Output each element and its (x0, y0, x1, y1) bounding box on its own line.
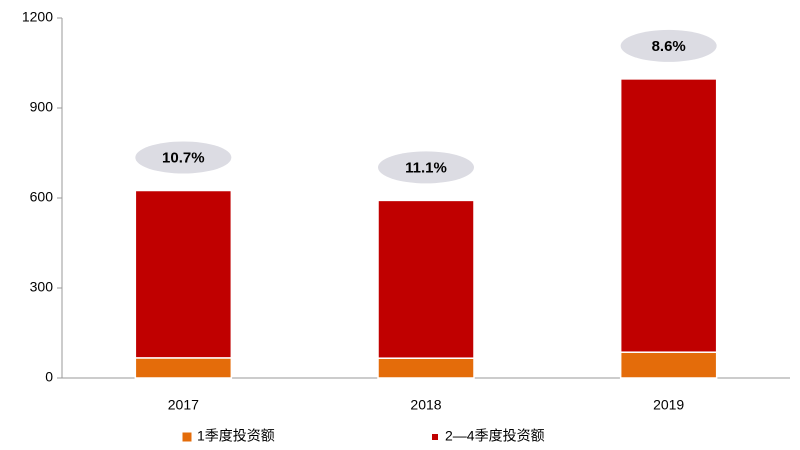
x-tick-label: 2019 (653, 397, 684, 413)
annotation: 11.1% (405, 159, 447, 176)
y-tick-label: 0 (45, 369, 53, 385)
bar-segment (377, 199, 475, 359)
bar-segment (619, 78, 718, 353)
bar-segment (134, 189, 233, 359)
annotation-bubble (135, 141, 232, 174)
annotation-bubble (620, 29, 717, 62)
y-tick-label: 1200 (22, 9, 53, 25)
x-tick-label: 2018 (410, 397, 441, 413)
legend-label: 2—4季度投资额 (445, 428, 545, 444)
bar-segment (134, 357, 233, 379)
x-tick-label: 2017 (168, 397, 199, 413)
y-tick-label: 900 (30, 99, 54, 115)
bar-segment (377, 357, 475, 379)
annotation: 8.6% (652, 38, 686, 55)
legend-label: 1季度投资额 (197, 428, 275, 444)
annotation-bubble (378, 151, 474, 184)
y-tick-label: 300 (30, 279, 54, 295)
legend-swatch (182, 432, 192, 442)
y-tick-label: 600 (30, 189, 54, 205)
bar-segment (619, 351, 718, 379)
legend-swatch (432, 434, 438, 440)
annotation: 10.7% (162, 149, 205, 166)
